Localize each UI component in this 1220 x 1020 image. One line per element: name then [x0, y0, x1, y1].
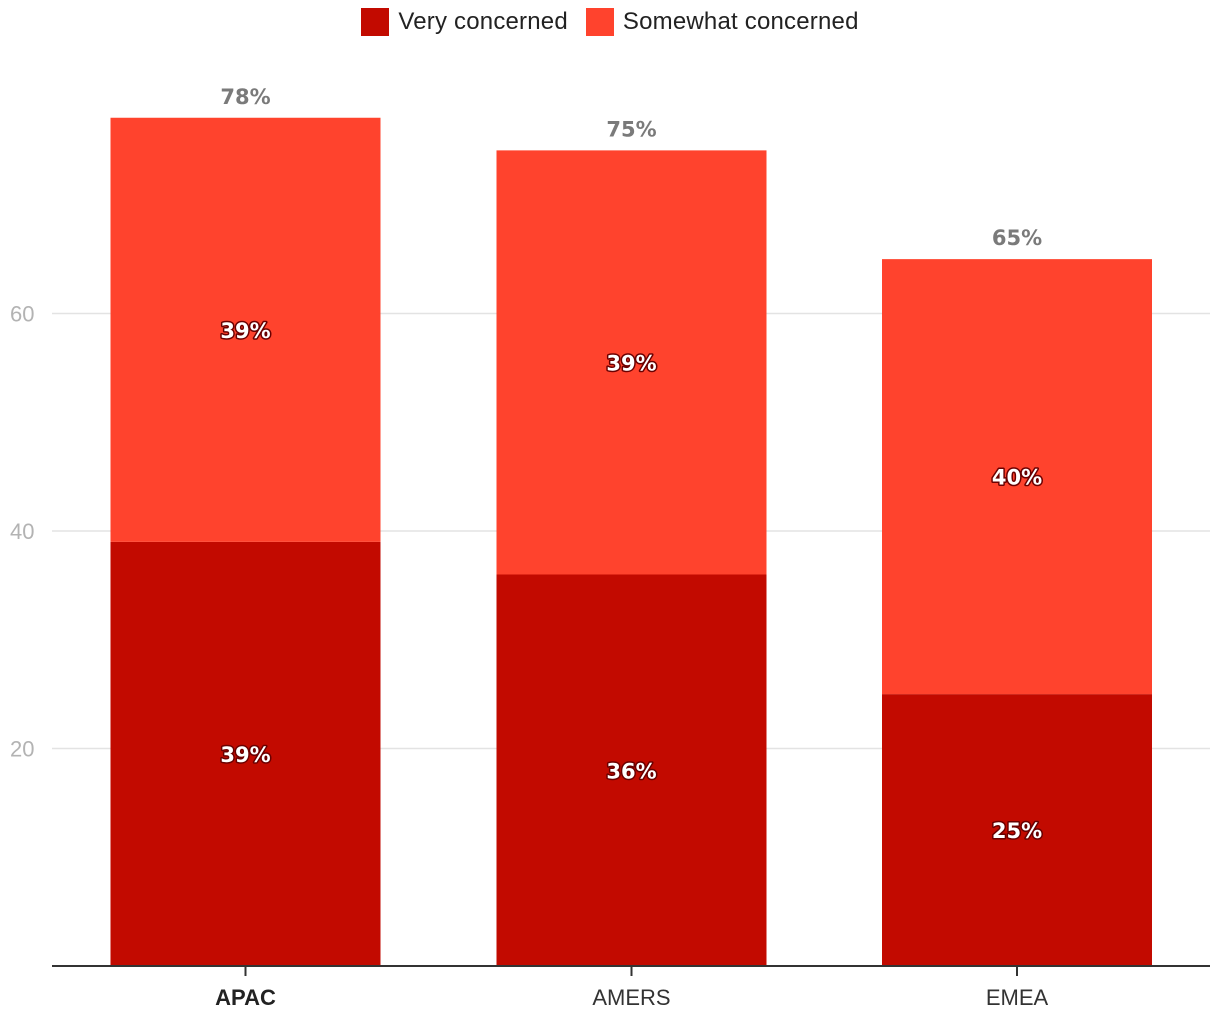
- y-tick-label-40: 40: [10, 519, 34, 544]
- legend-swatch-somewhat-concerned: [585, 8, 614, 36]
- bar-amers-somewhat-concerned: [496, 150, 767, 575]
- data-label-amers-very-concerned: 36%: [606, 759, 656, 783]
- data-label-emea-very-concerned: 25%: [992, 819, 1042, 843]
- legend-item-very-concerned: Very concerned: [361, 8, 568, 36]
- legend-swatch-very-concerned: [361, 8, 390, 36]
- data-label-apac-very-concerned: 39%: [220, 743, 270, 767]
- bar-emea-very-concerned: [882, 694, 1152, 966]
- data-label-apac-somewhat-concerned: 39%: [220, 319, 270, 343]
- legend-label-very-concerned: Very concerned: [398, 8, 568, 35]
- y-tick-label-60: 60: [10, 302, 34, 327]
- x-tick-label-amers: AMERS: [592, 985, 670, 1010]
- bar-amers-very-concerned: [496, 574, 767, 966]
- data-label-emea-somewhat-concerned: 40%: [992, 466, 1042, 490]
- chart-legend: Very concerned Somewhat concerned: [0, 8, 1220, 36]
- legend-item-somewhat-concerned: Somewhat concerned: [585, 8, 859, 36]
- data-label-amers-somewhat-concerned: 39%: [606, 351, 656, 375]
- x-tick-label-emea: EMEA: [986, 985, 1049, 1010]
- total-label-emea: 65%: [992, 226, 1042, 250]
- x-tick-label-apac: APAC: [215, 985, 276, 1010]
- total-label-apac: 78%: [220, 85, 270, 109]
- total-label-amers: 75%: [606, 117, 656, 141]
- bar-apac-very-concerned: [110, 541, 381, 966]
- bar-emea-somewhat-concerned: [882, 259, 1152, 695]
- bar-apac-somewhat-concerned: [110, 117, 381, 542]
- legend-label-somewhat-concerned: Somewhat concerned: [622, 8, 859, 35]
- y-tick-label-20: 20: [10, 737, 34, 762]
